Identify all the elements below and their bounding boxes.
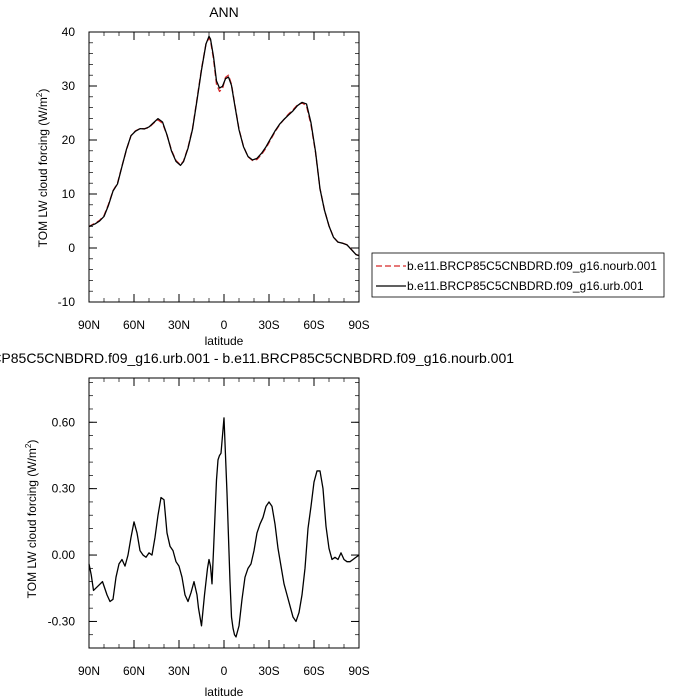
- y-tick-label: 40: [62, 25, 76, 39]
- plot-frame: [88, 31, 360, 303]
- top-x-axis-label: latitude: [205, 334, 244, 348]
- series-line-0-1: [88, 35, 360, 257]
- x-tick-label: 0: [221, 318, 228, 332]
- y-tick-label: 0: [68, 241, 75, 255]
- x-tick-label: 30S: [258, 318, 279, 332]
- x-tick-label: 30N: [168, 318, 190, 332]
- x-tick-label: 30S: [258, 664, 279, 678]
- x-tick-label: 90N: [78, 318, 100, 332]
- legend-box: [371, 252, 665, 298]
- x-tick-label: 0: [221, 664, 228, 678]
- y-tick-label: -0.30: [48, 614, 76, 628]
- bottom-plot-elements: 90N 60N 30N 0 30S 60S 90S -0.30 0.00 0.30 0.60: [48, 377, 370, 678]
- x-tick-label: 60N: [123, 664, 145, 678]
- bottom-x-axis-label: latitude: [205, 685, 244, 699]
- x-tick-label: 90N: [78, 664, 100, 678]
- top-y-axis-label: TOM LW cloud forcing (W/m2): [35, 89, 50, 248]
- legend: b.e11.BRCP85C5CNBDRD.f09_g16.nourb.001 b…: [371, 252, 665, 298]
- series-line-1-0: [88, 417, 360, 638]
- y-tick-label: 10: [62, 187, 76, 201]
- bottom-y-axis-label: TOM LW cloud forcing (W/m2): [24, 440, 39, 599]
- plot-frame: [88, 377, 360, 649]
- x-tick-label: 60S: [303, 318, 324, 332]
- x-tick-label: 90S: [348, 664, 369, 678]
- legend-label-urb: b.e11.BRCP85C5CNBDRD.f09_g16.urb.001: [407, 279, 644, 293]
- x-tick-label: 90S: [348, 318, 369, 332]
- top-chart-title: ANN: [209, 4, 239, 20]
- bottom-panel: b.e11.BRCP85C5CNBDRD.f09_g16.urb.001 - b…: [0, 350, 514, 699]
- y-tick-label: -10: [58, 295, 76, 309]
- bottom-chart-title: b.e11.BRCP85C5CNBDRD.f09_g16.urb.001 - b…: [0, 350, 514, 366]
- x-tick-label: 60N: [123, 318, 145, 332]
- x-tick-label: 30N: [168, 664, 190, 678]
- y-tick-label: 0.30: [52, 482, 76, 496]
- y-tick-label: 20: [62, 133, 76, 147]
- y-tick-label: 0.60: [52, 415, 76, 429]
- x-tick-label: 60S: [303, 664, 324, 678]
- legend-label-nourb: b.e11.BRCP85C5CNBDRD.f09_g16.nourb.001: [407, 259, 657, 273]
- series-line-0-0: [88, 37, 360, 257]
- y-tick-label: 30: [62, 79, 76, 93]
- top-panel: ANN 90N 60N 30N 0 30S 60S 90S -10 0 10 20 30 40 lati…: [35, 4, 370, 348]
- y-tick-label: 0.00: [52, 548, 76, 562]
- top-plot-elements: 90N 60N 30N 0 30S 60S 90S -10 0 10 20 30 40: [58, 25, 370, 332]
